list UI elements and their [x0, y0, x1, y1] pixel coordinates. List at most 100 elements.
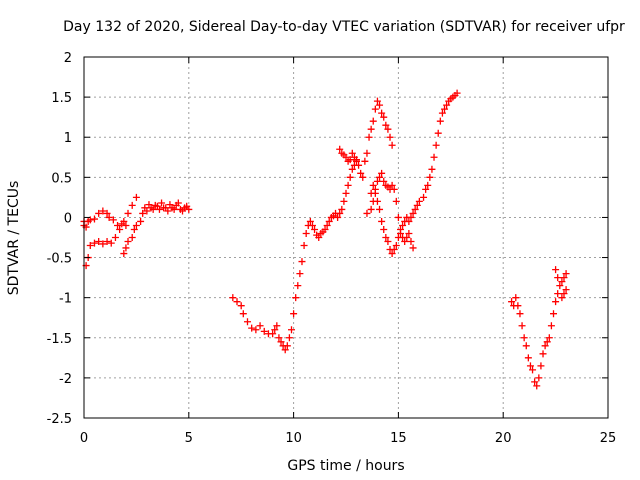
data-point — [432, 141, 440, 149]
data-point — [388, 181, 396, 189]
data-point — [296, 270, 304, 278]
data-point — [373, 197, 381, 205]
y-tick-label: -1 — [59, 292, 72, 307]
data-point — [302, 229, 310, 237]
data-point — [434, 129, 442, 137]
data-point — [118, 220, 126, 228]
y-tick-label: 1.5 — [51, 91, 72, 106]
data-point — [137, 217, 145, 225]
data-point — [384, 125, 392, 133]
data-point — [103, 209, 111, 217]
data-point — [111, 234, 119, 241]
data-point — [153, 202, 161, 210]
data-points — [80, 89, 570, 390]
data-point — [562, 286, 570, 294]
data-point — [407, 238, 415, 246]
data-point — [376, 205, 384, 213]
data-point — [516, 310, 524, 318]
data-point — [179, 207, 187, 215]
data-point — [436, 117, 444, 125]
data-point — [438, 109, 446, 117]
y-tick-label: -0.5 — [47, 252, 72, 267]
data-point — [403, 234, 411, 241]
data-point — [361, 157, 369, 165]
data-point — [363, 149, 371, 157]
data-point — [256, 322, 264, 330]
y-tick-label: -1.5 — [47, 332, 72, 347]
y-tick-label: -2 — [59, 372, 72, 387]
data-point — [174, 199, 182, 207]
data-point — [526, 362, 534, 370]
data-point — [344, 181, 352, 189]
data-point — [537, 362, 545, 370]
data-point — [170, 205, 178, 213]
data-point — [378, 109, 386, 117]
data-point — [342, 153, 350, 161]
data-point — [99, 207, 107, 215]
data-point — [273, 322, 281, 330]
data-point — [355, 161, 363, 169]
data-point — [285, 334, 293, 342]
data-point — [243, 318, 251, 326]
data-point — [388, 141, 396, 149]
data-point — [288, 326, 296, 334]
data-point — [103, 238, 111, 246]
data-point — [315, 234, 323, 241]
data-point — [426, 173, 434, 181]
data-point — [531, 378, 539, 386]
data-point — [132, 221, 140, 229]
data-point — [348, 165, 356, 173]
data-point — [367, 125, 375, 133]
data-point — [367, 189, 375, 197]
data-point — [365, 133, 373, 141]
data-point — [122, 221, 130, 229]
data-point — [390, 246, 398, 254]
data-point — [348, 149, 356, 157]
data-point — [382, 121, 390, 129]
data-point — [342, 189, 350, 197]
data-point — [373, 177, 381, 185]
data-point — [380, 177, 388, 185]
data-point — [405, 229, 413, 237]
data-point — [376, 101, 384, 109]
data-point — [357, 169, 365, 177]
data-point — [277, 338, 285, 346]
data-point — [363, 209, 371, 217]
grid-lines — [84, 57, 608, 418]
data-point — [518, 322, 526, 330]
y-tick-label: 0.5 — [51, 171, 72, 186]
data-point — [292, 294, 300, 302]
data-point — [239, 310, 247, 318]
data-point — [422, 185, 430, 193]
data-point — [388, 250, 396, 258]
data-point — [543, 338, 551, 346]
data-point — [132, 193, 140, 201]
data-point — [376, 173, 384, 181]
data-point — [95, 238, 103, 246]
data-point — [373, 97, 381, 105]
data-point — [128, 201, 136, 209]
data-point — [371, 105, 379, 113]
data-point — [109, 216, 117, 224]
data-point — [90, 215, 98, 223]
x-axis-title: GPS time / hours — [287, 458, 404, 474]
x-tick-label: 25 — [600, 431, 617, 446]
data-point — [411, 205, 419, 213]
data-point — [396, 229, 404, 237]
data-point — [558, 278, 566, 286]
y-tick-label: 2 — [64, 51, 72, 66]
data-point — [334, 213, 342, 221]
data-point — [336, 145, 344, 153]
data-point — [141, 204, 149, 212]
data-point — [229, 294, 237, 302]
data-point — [86, 242, 94, 250]
data-point — [338, 205, 346, 213]
data-point — [562, 270, 570, 278]
data-point — [533, 382, 541, 390]
data-point — [281, 346, 289, 354]
data-point — [378, 169, 386, 177]
data-point — [380, 225, 388, 233]
data-point — [545, 334, 553, 342]
data-point — [294, 282, 302, 290]
data-point — [233, 298, 241, 306]
